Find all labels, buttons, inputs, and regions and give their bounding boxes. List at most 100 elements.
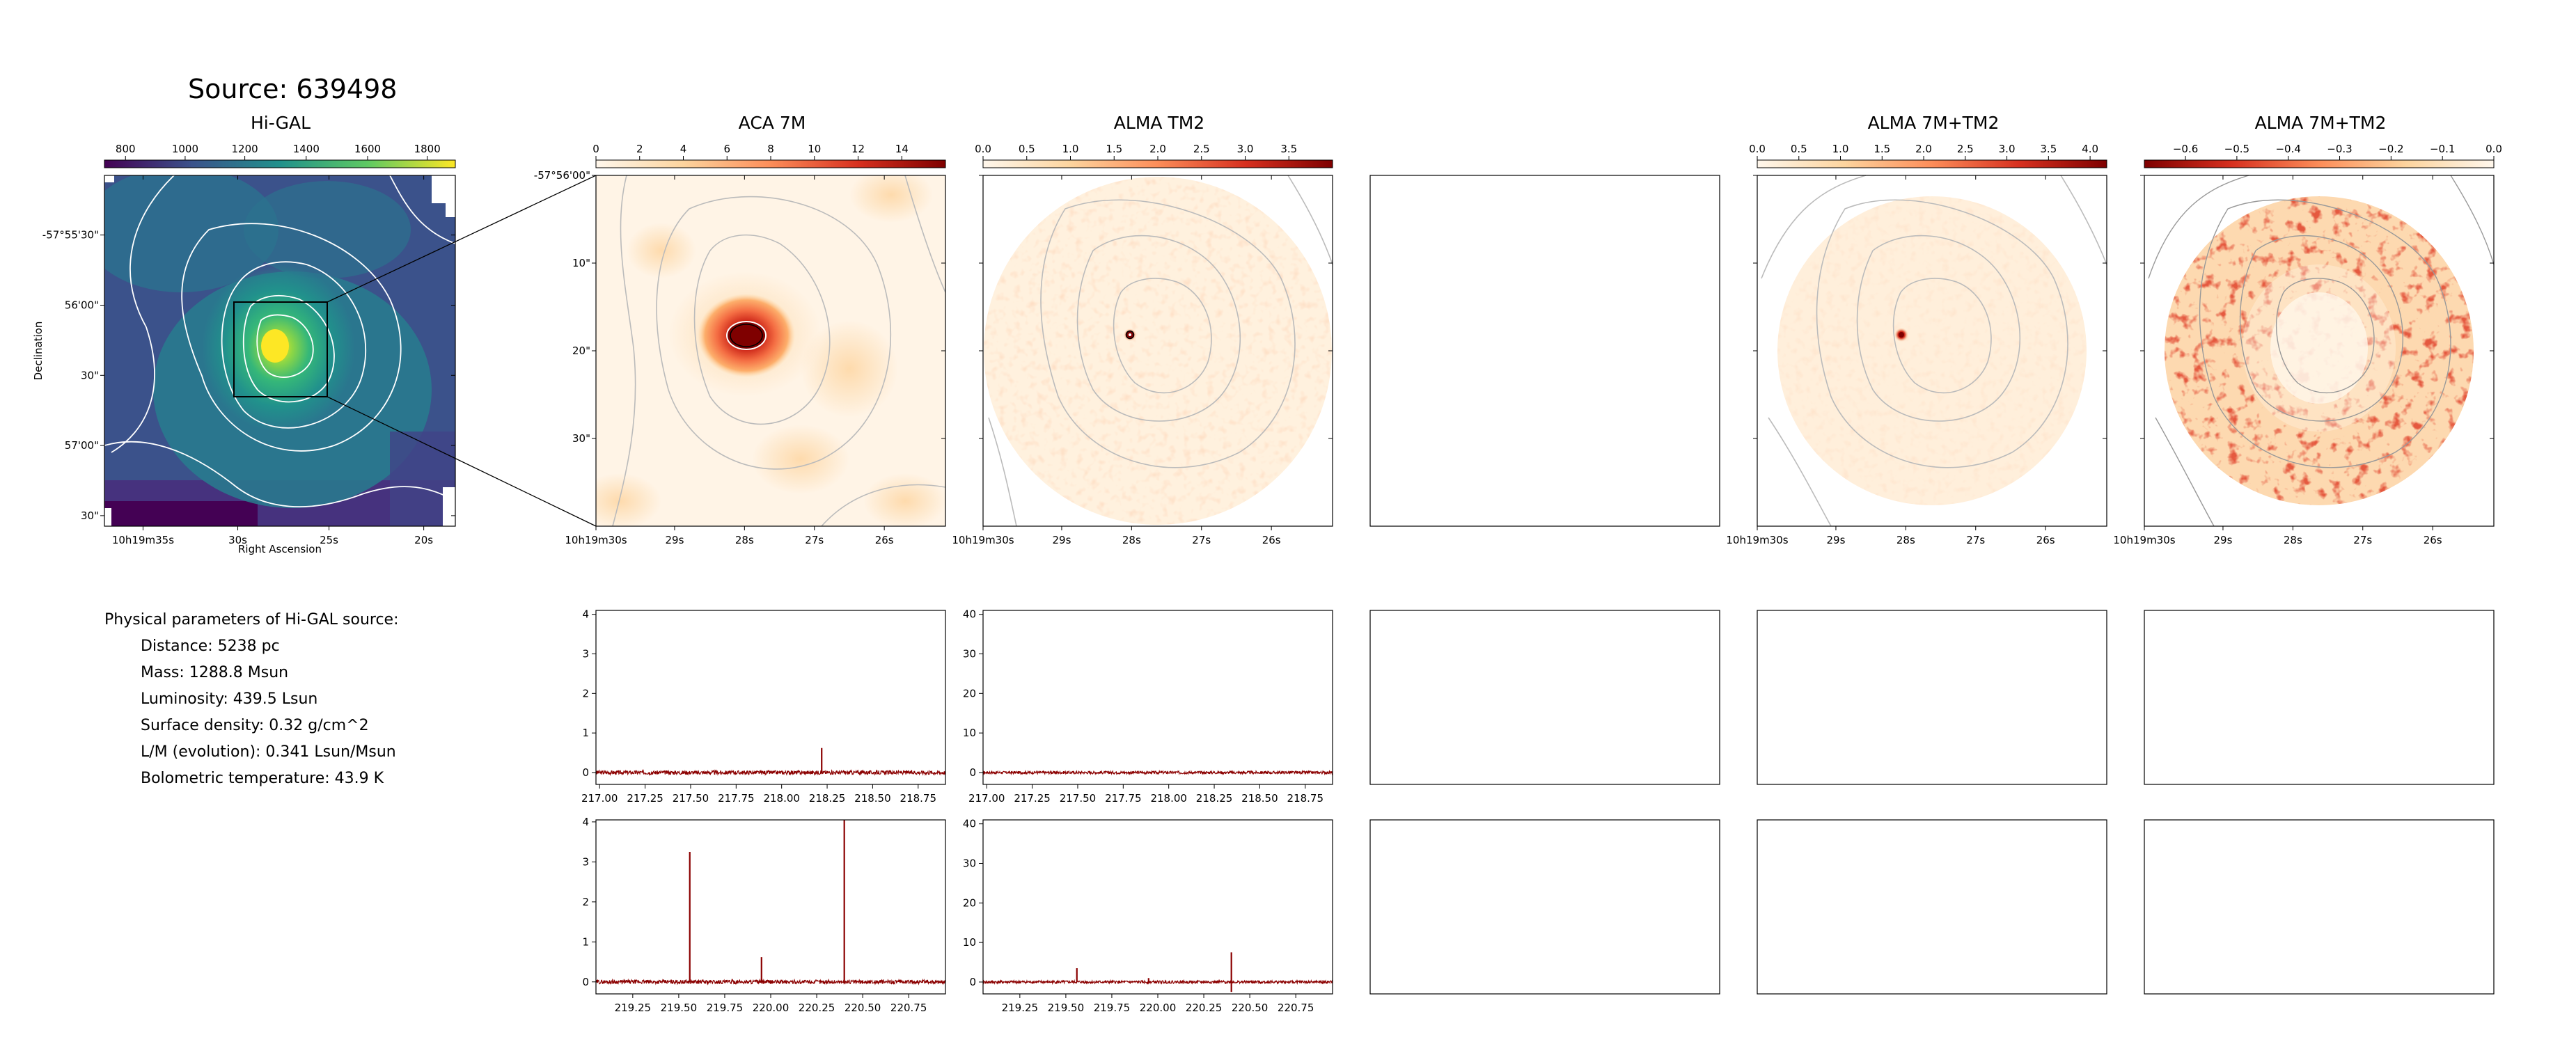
- spectrum-x-tick: 218.00: [1150, 792, 1187, 805]
- spectrum-frame: [595, 610, 946, 785]
- colorbar-tick-label: −0.1: [2430, 143, 2455, 155]
- x-tick-label: 29s: [1826, 534, 1845, 546]
- spectrum-x-tick: 217.00: [968, 792, 1005, 805]
- spectrum-aca7m-high: 219.25 219.50 219.75 220.00 220.25 220.50 220.…: [582, 816, 946, 1014]
- spectrum-x-tick: 220.00: [1140, 1002, 1177, 1014]
- spectrum-y-tick: 10: [963, 727, 976, 739]
- empty-panel-r1c5: [2144, 610, 2495, 785]
- x-tick-label: 20s: [414, 534, 433, 546]
- colorbar-tick-label: 3.5: [2040, 143, 2057, 155]
- spectrum-x-tick: 217.00: [581, 792, 618, 805]
- spectrum-x-tick: 220.25: [799, 1002, 835, 1014]
- spectrum-almatm2-low: 217.00 217.25 217.50 217.75 218.00 218.25 218.…: [963, 608, 1333, 805]
- param-mass: Mass: 1288.8 Msun: [141, 664, 289, 681]
- spectrum-y-tick: 4: [582, 608, 589, 621]
- y-tick-label: 57'00": [65, 439, 99, 452]
- colorbar-tick-label: 0: [592, 143, 599, 155]
- colorbar-tick-label: 1.0: [1832, 143, 1849, 155]
- x-tick-label: 30s: [228, 534, 247, 546]
- spectrum-frame: [982, 819, 1333, 995]
- spectrum-y-tick: 2: [582, 896, 589, 908]
- colorbar-ticks-higal: 800 1000 1200 1400 1600 1800: [116, 143, 441, 160]
- colorbar-ticks-residual: −0.6 −0.5 −0.4 −0.3 −0.2 −0.1 0.0: [2173, 143, 2502, 160]
- spectrum-x-tick: 217.50: [673, 792, 709, 805]
- x-axis-label-higal: Right Ascension: [238, 543, 322, 555]
- colorbar-tick-label: 12: [851, 143, 865, 155]
- x-tick-label: 28s: [1896, 534, 1915, 546]
- x-tick-label: 29s: [1052, 534, 1071, 546]
- spectrum-y-tick: 3: [582, 855, 589, 868]
- spectrum-y-tick: 10: [963, 936, 976, 949]
- spectrum-x-tick: 220.50: [1232, 1002, 1269, 1014]
- spectrum-y-tick: 0: [582, 976, 589, 988]
- colorbar-tick-label: 1.0: [1062, 143, 1079, 155]
- x-tick-label: 27s: [1966, 534, 1985, 546]
- colorbar-alma7mtm2: 0.0 0.5 1.0 1.5 2.0 2.5 3.0 3.5 4.0: [1749, 143, 2107, 168]
- spectrum-y-tick: 30: [963, 648, 976, 661]
- zoom-line-bottom: [327, 396, 597, 527]
- map-residual: 10h19m30s 29s 28s 27s 26s: [2113, 175, 2495, 546]
- y-tick-label: 30": [572, 432, 590, 445]
- spectrum-line: [595, 769, 946, 777]
- axes-almatm2: 10h19m30s 29s 28s 27s 26s: [952, 175, 1333, 546]
- spectrum-y-tick: 0: [582, 766, 589, 779]
- spectrum-x-tick: 217.25: [1014, 792, 1051, 805]
- colorbar-aca7m: 0 2 4 6 8 10 12 14: [592, 143, 946, 168]
- panel-title-almatm2: ALMA TM2: [1113, 113, 1205, 133]
- empty-panel-r1c3: [1369, 610, 1720, 785]
- spectrum-x-tick: 219.75: [707, 1002, 744, 1014]
- x-tick-label: 26s: [1262, 534, 1281, 546]
- y-axis-label-higal: Declination: [32, 322, 45, 381]
- spectrum-x-tick: 218.25: [1196, 792, 1233, 805]
- colorbar-tick-label: 14: [895, 143, 909, 155]
- spectrum-x-tick: 218.50: [854, 792, 891, 805]
- spectrum-y-tick: 1: [582, 935, 589, 948]
- colorbar-tick-label: 4: [680, 143, 687, 155]
- colorbar-tick-label: −0.5: [2224, 143, 2249, 155]
- colorbar-tick-label: 0.0: [1749, 143, 1766, 155]
- colorbar-tick-label: 1600: [354, 143, 381, 155]
- spectrum-x-tick: 219.50: [1048, 1002, 1085, 1014]
- param-tbol: Bolometric temperature: 43.9 K: [141, 770, 384, 787]
- x-tick-label: 28s: [1122, 534, 1141, 546]
- param-surface-density: Surface density: 0.32 g/cm^2: [141, 717, 369, 734]
- colorbar-tick-label: 4.0: [2082, 143, 2098, 155]
- colorbar-tick-label: 10: [808, 143, 821, 155]
- x-tick-label: 28s: [735, 534, 754, 546]
- x-tick-label: 29s: [665, 534, 684, 546]
- x-tick-label: 27s: [2353, 534, 2372, 546]
- spectrum-x-tick: 220.75: [890, 1002, 927, 1014]
- spectrum-frame: [982, 610, 1333, 785]
- param-distance: Distance: 5238 pc: [141, 638, 280, 655]
- spectrum-x-tick: 219.50: [661, 1002, 698, 1014]
- colorbar-ticks-alma7mtm2: 0.0 0.5 1.0 1.5 2.0 2.5 3.0 3.5 4.0: [1749, 143, 2098, 160]
- spectrum-y-tick: 40: [963, 608, 976, 621]
- spectrum-frame: [595, 819, 946, 995]
- x-tick-label: 10h19m30s: [2113, 534, 2175, 546]
- spectrum-y-tick: 20: [963, 896, 976, 909]
- x-tick-label: 10h19m35s: [112, 534, 174, 546]
- zoom-line-top: [327, 175, 597, 303]
- spectrum-x-tick: 217.75: [1105, 792, 1142, 805]
- spectrum-line: [982, 979, 1333, 986]
- empty-spectrum-panels: [1369, 610, 2495, 995]
- colorbar-tick-label: 8: [767, 143, 774, 155]
- x-tick-label: 26s: [2424, 534, 2442, 546]
- x-tick-label: 27s: [1192, 534, 1211, 546]
- colorbar-tick-label: 1.5: [1106, 143, 1122, 155]
- colorbar-tick-label: −0.3: [2327, 143, 2352, 155]
- x-tick-label: 26s: [2036, 534, 2055, 546]
- y-tick-label: 56'00": [65, 299, 99, 311]
- colorbar-tick-label: 1800: [414, 143, 441, 155]
- axes-residual: 10h19m30s 29s 28s 27s 26s: [2113, 175, 2494, 546]
- empty-panel-r1c4: [1757, 610, 2107, 785]
- empty-panel-r2c4: [1757, 819, 2107, 995]
- colorbar-tick-label: 1.5: [1874, 143, 1890, 155]
- spectrum-x-tick: 219.25: [615, 1002, 652, 1014]
- param-lm: L/M (evolution): 0.341 Lsun/Msun: [141, 743, 396, 761]
- y-tick-label: -57°55'30": [42, 229, 99, 242]
- axes-aca7m: 10h19m30s 29s 28s 27s 26s -57°56'00" 10" 20" 30": [534, 169, 945, 546]
- colorbar-tick-label: −0.2: [2378, 143, 2403, 155]
- spectrum-aca7m-low: 217.00 217.25 217.50 217.75 218.00 218.25 218.…: [581, 608, 946, 805]
